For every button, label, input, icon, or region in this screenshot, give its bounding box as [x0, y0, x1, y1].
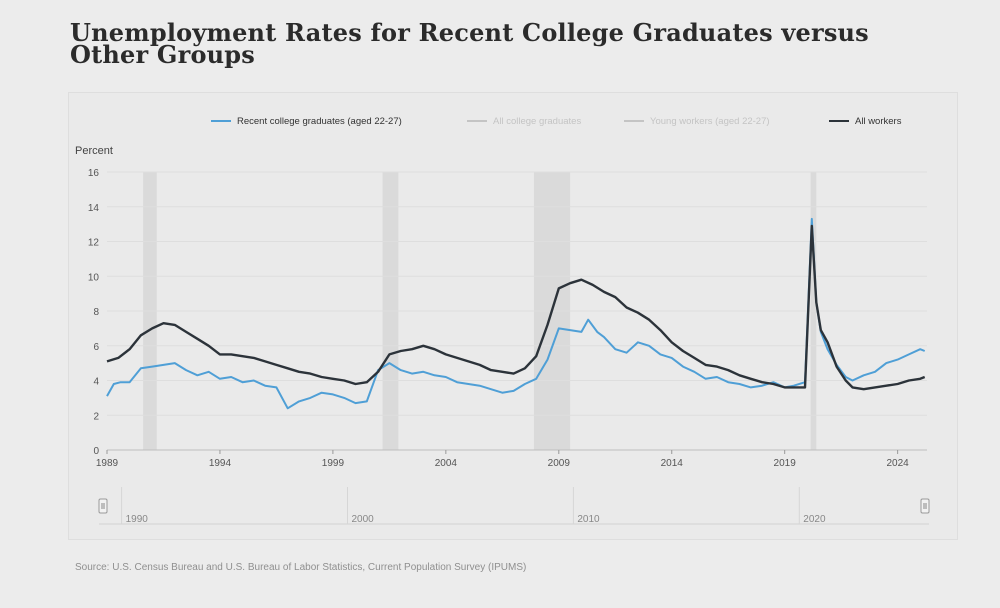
- legend: Recent college graduates (aged 22-27) All…: [211, 116, 902, 127]
- legend-label: All workers: [855, 116, 902, 127]
- x-tick-label: 2024: [887, 458, 910, 469]
- navigator-left-handle[interactable]: [98, 498, 108, 514]
- navigator-label: 2010: [577, 514, 600, 525]
- legend-label: Recent college graduates (aged 22-27): [237, 116, 402, 127]
- legend-label: All college graduates: [493, 116, 581, 127]
- legend-label: Young workers (aged 22-27): [650, 116, 770, 127]
- x-tick-label: 2009: [548, 458, 571, 469]
- source-note: Source: U.S. Census Bureau and U.S. Bure…: [75, 562, 527, 573]
- grid-lines: [107, 171, 927, 451]
- chart-title: Unemployment Rates for Recent College Gr…: [70, 18, 869, 69]
- chart-panel: Recent college graduates (aged 22-27) All…: [68, 92, 958, 540]
- y-tick-label: 2: [93, 411, 99, 422]
- x-tick-label: 2019: [774, 458, 797, 469]
- y-tick-label: 8: [93, 307, 99, 318]
- series-line-recent-graduates: [106, 217, 926, 410]
- y-tick-label: 4: [93, 377, 99, 388]
- navigator-label: 2000: [351, 514, 374, 525]
- y-tick-label: 14: [88, 203, 100, 214]
- line-chart: Recent college graduates (aged 22-27) All…: [75, 116, 930, 525]
- navigator-right-handle[interactable]: [920, 498, 930, 514]
- series-lines: [106, 217, 926, 410]
- y-axis-ticks: 0 2 4 6 8 10 12 14 16: [88, 168, 100, 457]
- x-tick-label: 1999: [322, 458, 345, 469]
- x-tick-label: 1994: [209, 458, 232, 469]
- y-tick-label: 6: [93, 342, 99, 353]
- navigator-label: 1990: [126, 514, 149, 525]
- x-axis-ticks: 1989 1994 1999 2004 2009 2014 2019 2024: [96, 450, 909, 469]
- x-tick-label: 1989: [96, 458, 119, 469]
- y-tick-label: 16: [88, 168, 100, 179]
- y-tick-label: 0: [93, 446, 99, 457]
- y-axis-label: Percent: [75, 145, 113, 157]
- navigator-label: 2020: [803, 514, 826, 525]
- y-tick-label: 10: [88, 272, 100, 283]
- range-navigator[interactable]: 1990 2000 2010 2020: [98, 487, 930, 525]
- x-tick-label: 2004: [435, 458, 458, 469]
- series-line-all-workers: [106, 224, 926, 391]
- y-tick-label: 12: [88, 238, 100, 249]
- x-tick-label: 2014: [661, 458, 684, 469]
